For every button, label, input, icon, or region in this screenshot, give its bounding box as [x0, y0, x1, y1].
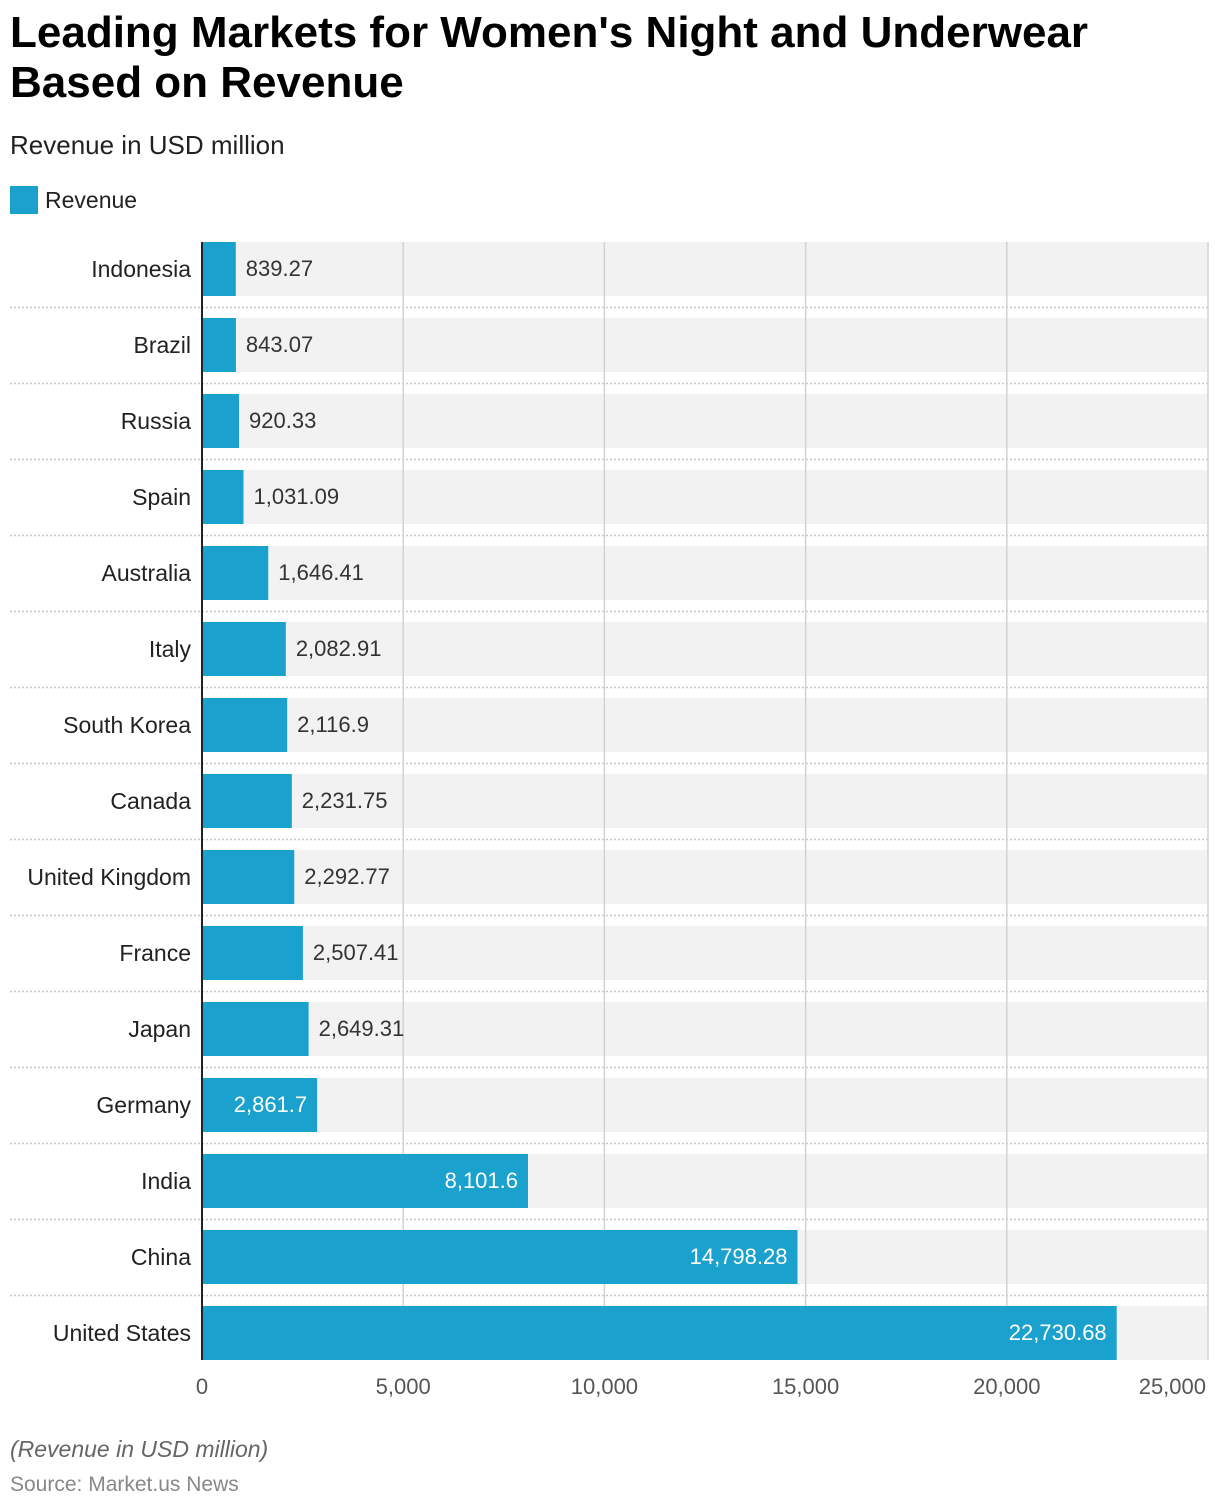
row-band — [202, 774, 1208, 828]
category-label: India — [141, 1168, 191, 1194]
row-band — [202, 470, 1208, 524]
category-label: France — [119, 940, 191, 966]
row-band — [202, 1078, 1208, 1132]
category-label: Japan — [128, 1016, 191, 1042]
row-band — [202, 546, 1208, 600]
data-label: 839.27 — [246, 256, 313, 281]
data-label: 2,082.91 — [296, 636, 382, 661]
bar-canada — [202, 774, 292, 828]
bar-indonesia — [202, 242, 236, 296]
bar-germany — [202, 1078, 318, 1132]
data-label: 2,292.77 — [304, 864, 390, 889]
data-label: 8,101.6 — [445, 1168, 518, 1193]
bar-china — [202, 1230, 798, 1284]
x-tick-label: 20,000 — [973, 1374, 1040, 1399]
x-tick-label: 10,000 — [571, 1374, 638, 1399]
data-label: 1,646.41 — [278, 560, 364, 585]
row-band — [202, 926, 1208, 980]
data-label: 2,649.31 — [319, 1016, 405, 1041]
category-label: Indonesia — [91, 256, 191, 282]
source-text: Source: Market.us News — [10, 1473, 239, 1496]
category-label: Italy — [149, 636, 192, 662]
data-label: 2,861.7 — [234, 1092, 307, 1117]
x-tick-label: 25,000 — [1139, 1374, 1206, 1399]
legend-label: Revenue — [45, 186, 138, 213]
category-label: South Korea — [63, 712, 191, 738]
bar-italy — [202, 622, 286, 676]
row-band — [202, 394, 1208, 448]
data-label: 843.07 — [246, 332, 313, 357]
category-label: United Kingdom — [27, 864, 191, 890]
bar-brazil — [202, 318, 236, 372]
row-band — [202, 1002, 1208, 1056]
x-tick-label: 5,000 — [376, 1374, 431, 1399]
data-label: 22,730.68 — [1009, 1320, 1107, 1345]
legend-swatch — [10, 186, 38, 214]
bar-australia — [202, 546, 269, 600]
data-label: 920.33 — [249, 408, 316, 433]
bar-france — [202, 926, 303, 980]
category-label: Germany — [96, 1092, 191, 1118]
bar-japan — [202, 1002, 309, 1056]
data-label: 14,798.28 — [690, 1244, 788, 1269]
bar-spain — [202, 470, 244, 524]
category-label: United States — [53, 1320, 191, 1346]
x-tick-label: 0 — [196, 1374, 208, 1399]
data-label: 2,507.41 — [313, 940, 399, 965]
category-label: China — [131, 1244, 191, 1270]
row-band — [202, 698, 1208, 752]
category-label: Australia — [102, 560, 192, 586]
bar-russia — [202, 394, 240, 448]
data-label: 2,231.75 — [302, 788, 388, 813]
chart-subtitle: Revenue in USD million — [10, 130, 285, 160]
bar-united-kingdom — [202, 850, 295, 904]
data-label: 1,031.09 — [253, 484, 339, 509]
category-label: Russia — [121, 408, 192, 434]
bar-united-states — [202, 1306, 1117, 1360]
data-label: 2,116.9 — [297, 712, 369, 737]
category-label: Canada — [110, 788, 191, 814]
x-tick-label: 15,000 — [772, 1374, 839, 1399]
row-band — [202, 318, 1208, 372]
category-label: Brazil — [133, 332, 191, 358]
row-band — [202, 242, 1208, 296]
row-band — [202, 622, 1208, 676]
legend: Revenue — [10, 186, 137, 214]
chart-title: Leading Markets for Women's Night and Un… — [10, 8, 1089, 107]
category-label: Spain — [132, 484, 191, 510]
footnote: (Revenue in USD million) — [10, 1436, 269, 1462]
row-band — [202, 850, 1208, 904]
bar-india — [202, 1154, 529, 1208]
bar-south-korea — [202, 698, 288, 752]
